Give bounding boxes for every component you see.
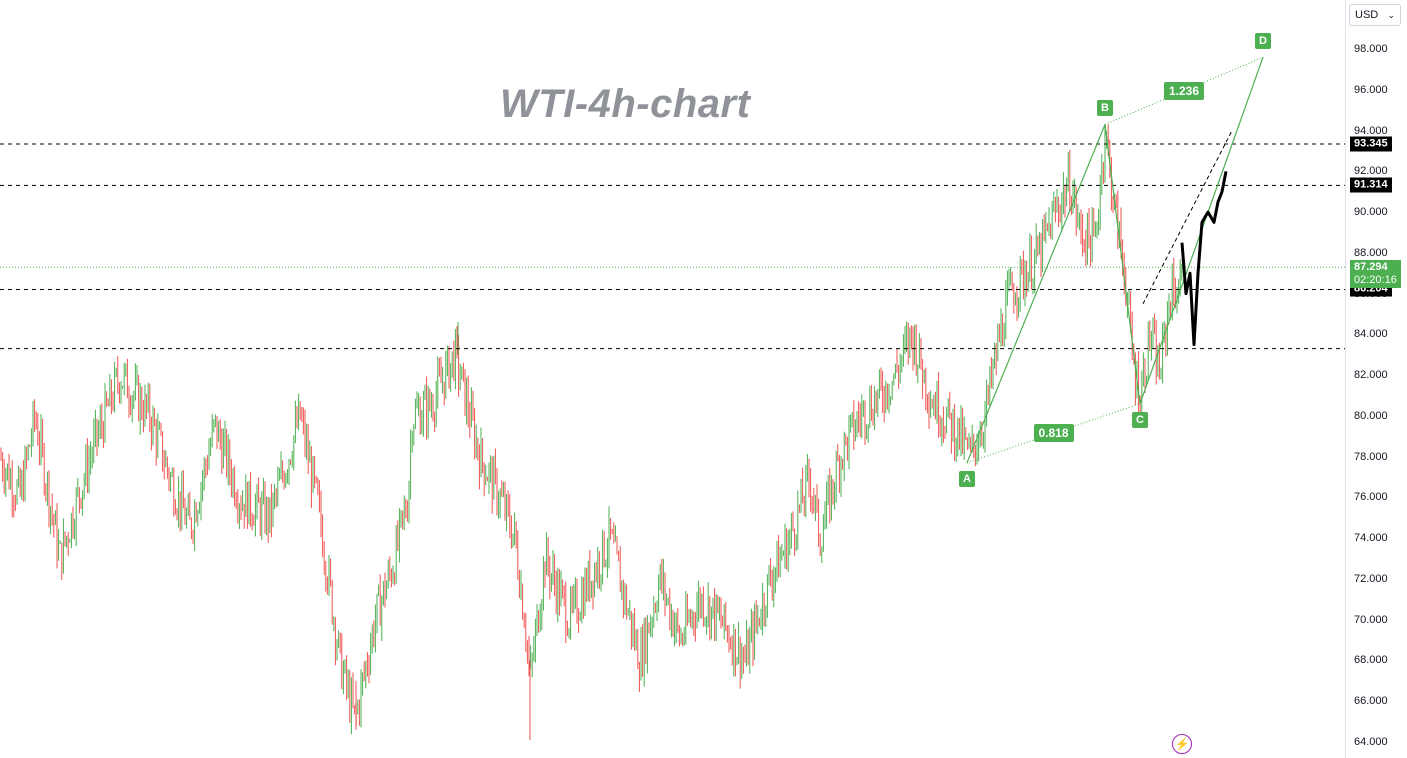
y-tick-label: 84.000	[1354, 328, 1388, 341]
currency-select-value: USD	[1355, 9, 1379, 21]
y-tick-label: 66.000	[1354, 695, 1388, 708]
pattern-point-d[interactable]: D	[1255, 33, 1271, 50]
chevron-down-icon: ⌄	[1387, 9, 1395, 20]
y-tick-label: 88.000	[1354, 246, 1388, 259]
current-price-value: 87.294	[1354, 261, 1388, 274]
forecast-path[interactable]	[1180, 171, 1228, 347]
y-tick-label: 78.000	[1354, 450, 1388, 463]
y-tick-label: 64.000	[1354, 736, 1388, 748]
pattern-point-a[interactable]: A	[959, 470, 975, 487]
level-price-tag: 91.314	[1350, 177, 1392, 193]
pattern-leg-ab[interactable]	[966, 124, 1106, 464]
price-axis[interactable]: 64.000 66.000 68.000 70.000 72.000 74.000 76.0…	[1345, 0, 1407, 758]
chart-title: WTI-4h-chart	[500, 82, 751, 126]
projection-line[interactable]	[1142, 130, 1233, 305]
y-tick-label: 94.000	[1354, 124, 1388, 137]
y-tick-label: 96.000	[1354, 83, 1388, 96]
level-price-tag: 93.345	[1350, 136, 1392, 152]
pattern-ratio-ac	[966, 403, 1141, 464]
y-tick-label: 92.000	[1354, 165, 1388, 178]
chart-plot[interactable]	[0, 0, 1345, 758]
pattern-point-c[interactable]: C	[1132, 411, 1148, 428]
pattern-ratio-label[interactable]: 1.236	[1163, 81, 1205, 100]
y-tick-label: 74.000	[1354, 532, 1388, 545]
y-tick-label: 80.000	[1354, 409, 1388, 422]
y-tick-label: 68.000	[1354, 654, 1388, 667]
pattern-point-b[interactable]: B	[1097, 100, 1113, 117]
pattern-ratio-label[interactable]: 0.818	[1033, 424, 1074, 443]
y-tick-label: 82.000	[1354, 369, 1388, 382]
chart-area[interactable]: WTI-4h-chart A B C D 0.818 1.236 ⚡	[0, 0, 1345, 758]
current-price-tag: 87.294 02:20:16	[1350, 260, 1401, 289]
y-tick-label: 76.000	[1354, 491, 1388, 504]
pattern-leg-bc[interactable]	[1104, 124, 1141, 404]
y-tick-label: 72.000	[1354, 572, 1388, 585]
y-tick-label: 90.000	[1354, 206, 1388, 219]
lightning-icon[interactable]: ⚡	[1172, 734, 1192, 754]
y-tick-label: 70.000	[1354, 613, 1388, 626]
bar-countdown: 02:20:16	[1354, 274, 1397, 287]
currency-select[interactable]: USD ⌄	[1349, 4, 1401, 26]
y-tick-label: 98.000	[1354, 43, 1388, 56]
